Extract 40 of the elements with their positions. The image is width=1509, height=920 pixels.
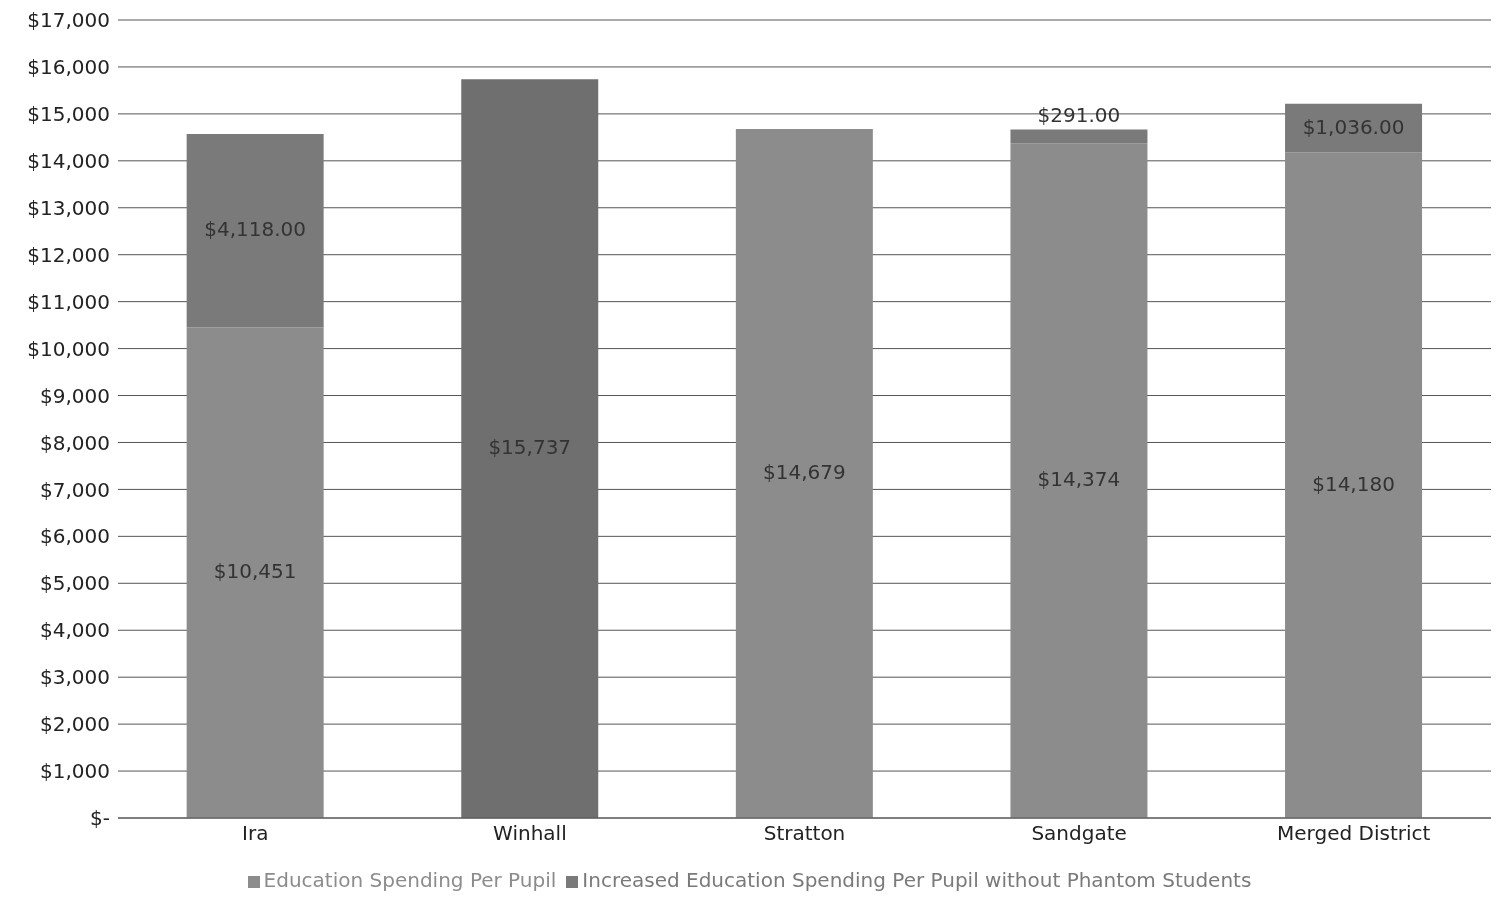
data-label: $15,737 [488, 435, 572, 460]
y-tick-label: $- [90, 806, 110, 831]
data-label: $14,180 [1312, 471, 1395, 496]
y-tick-label: $17,000 [27, 8, 110, 33]
y-tick-label: $16,000 [27, 55, 110, 80]
y-tick-label: $7,000 [40, 477, 110, 502]
y-tick-label: $5,000 [40, 571, 110, 596]
data-label: $14,374 [1037, 467, 1121, 492]
x-tick-label: Sandgate [1031, 821, 1127, 846]
bar [1010, 129, 1148, 144]
data-label: $14,679 [762, 459, 846, 484]
y-tick-label: $15,000 [27, 101, 110, 126]
data-label: $291.00 [1037, 102, 1121, 127]
y-tick-label: $12,000 [27, 242, 110, 267]
legend-label: Increased Education Spending Per Pupil without Phantom Students [582, 868, 1252, 892]
y-tick-label: $6,000 [40, 524, 110, 549]
bar [1010, 143, 1148, 818]
bar [735, 128, 873, 818]
data-label: $1,036.00 [1302, 114, 1405, 139]
x-tick-label: Merged District [1277, 821, 1431, 846]
y-tick-label: $8,000 [40, 430, 110, 455]
y-tick-label: $10,000 [27, 336, 110, 361]
y-tick-label: $9,000 [40, 383, 110, 408]
bar [461, 79, 599, 818]
bar [186, 134, 324, 328]
y-tick-label: $13,000 [27, 195, 110, 220]
data-label: $4,118.00 [204, 217, 307, 242]
y-tick-label: $2,000 [40, 712, 110, 737]
legend-label: Education Spending Per Pupil [263, 868, 557, 892]
x-tick-label: Winhall [493, 821, 567, 846]
y-tick-label: $11,000 [27, 289, 110, 314]
y-tick-label: $4,000 [40, 618, 110, 643]
data-label: $10,451 [213, 559, 297, 584]
x-tick-label: Ira [242, 821, 269, 846]
x-tick-label: Stratton [763, 821, 846, 846]
y-tick-label: $14,000 [27, 148, 110, 173]
bar [1285, 152, 1423, 818]
bar [186, 327, 324, 818]
y-tick-label: $1,000 [40, 759, 110, 784]
y-tick-label: $3,000 [40, 665, 110, 690]
